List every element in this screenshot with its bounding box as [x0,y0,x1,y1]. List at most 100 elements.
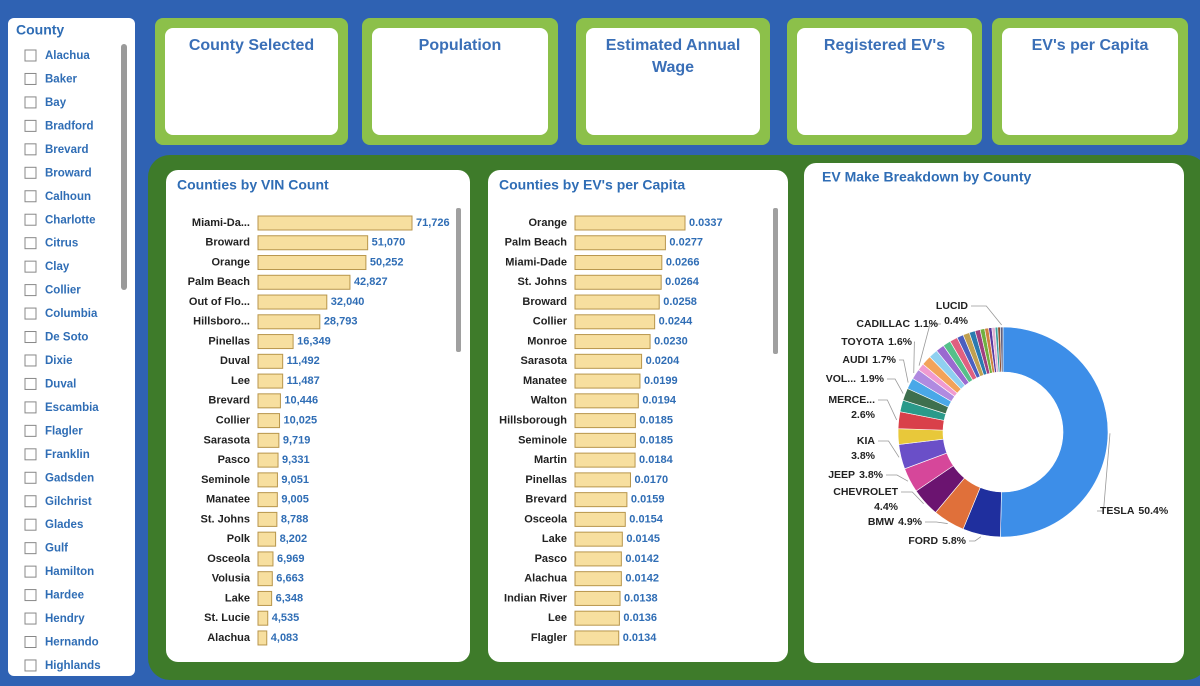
bar[interactable] [574,235,666,251]
slicer-item[interactable]: Highlands [45,660,101,672]
bar[interactable] [574,334,651,350]
slicer-item[interactable]: Calhoun [45,191,91,203]
slicer-item[interactable]: Brevard [45,144,88,156]
donut-slice[interactable] [1000,326,1109,538]
checkbox[interactable] [24,471,37,484]
bar[interactable] [257,590,273,606]
bar[interactable] [257,294,328,310]
bar[interactable] [257,413,281,429]
checkbox[interactable] [24,424,37,437]
slicer-item[interactable]: Columbia [45,308,98,320]
slicer-item[interactable]: Gadsden [45,472,94,484]
checkbox[interactable] [24,213,37,226]
bar[interactable] [257,215,413,231]
bar[interactable] [257,393,281,409]
slicer-item[interactable]: Hernando [45,637,99,649]
bar[interactable] [574,531,623,547]
slicer-item[interactable]: Duval [45,378,76,390]
bar[interactable] [574,215,686,231]
slicer-item[interactable]: Hamilton [45,566,94,578]
checkbox[interactable] [24,495,37,508]
checkbox[interactable] [24,96,37,109]
slicer-item[interactable]: Hardee [45,590,84,602]
slicer-item[interactable]: Bay [45,97,67,109]
slicer-item[interactable]: Clay [45,261,70,273]
bar[interactable] [257,353,284,369]
slicer-item[interactable]: Charlotte [45,214,95,226]
slicer-item[interactable]: Collier [45,285,81,297]
bar[interactable] [574,630,620,646]
bar[interactable] [257,255,367,271]
checkbox[interactable] [24,659,37,672]
bar[interactable] [574,294,660,310]
bar[interactable] [574,393,639,409]
checkbox[interactable] [24,636,37,648]
bar[interactable] [257,452,279,468]
checkbox[interactable] [24,284,37,297]
bar[interactable] [574,551,622,567]
bar[interactable] [257,630,268,646]
bar[interactable] [257,432,280,448]
checkbox[interactable] [24,542,37,555]
bar[interactable] [574,590,621,606]
checkbox[interactable] [24,49,37,62]
slicer-item[interactable]: Gulf [45,543,68,555]
slicer-item[interactable]: Baker [45,73,77,85]
checkbox[interactable] [24,143,37,156]
bar[interactable] [574,255,663,271]
checkbox[interactable] [24,190,37,203]
slicer-item[interactable]: Bradford [45,120,94,132]
checkbox[interactable] [24,307,37,320]
bar[interactable] [257,334,294,350]
slicer-item[interactable]: Dixie [45,355,73,367]
checkbox[interactable] [24,72,37,85]
slicer-item[interactable]: Broward [45,167,92,179]
bar[interactable] [257,274,351,290]
scrollbar[interactable] [773,208,778,354]
bar[interactable] [257,610,269,626]
bar[interactable] [257,235,369,251]
checkbox[interactable] [24,331,37,344]
checkbox[interactable] [24,260,37,273]
bar[interactable] [257,314,321,330]
bar[interactable] [574,413,636,429]
checkbox[interactable] [24,448,37,461]
slicer-item[interactable]: Escambia [45,402,99,414]
slicer-item[interactable]: Hendry [45,613,85,625]
bar[interactable] [257,551,274,567]
bar[interactable] [574,511,626,527]
checkbox[interactable] [24,401,37,414]
slicer-item[interactable]: Citrus [45,238,78,250]
bar[interactable] [574,571,622,587]
slicer-item[interactable]: Gilchrist [45,496,92,508]
bar[interactable] [574,492,628,508]
checkbox[interactable] [24,354,37,367]
checkbox[interactable] [24,589,37,602]
checkbox[interactable] [24,612,37,625]
checkbox[interactable] [24,377,37,390]
bar[interactable] [574,373,641,389]
slicer-item[interactable]: Franklin [45,449,90,461]
slicer-item[interactable]: De Soto [45,332,88,344]
bar[interactable] [257,511,278,527]
bar[interactable] [257,373,284,389]
bar[interactable] [257,531,277,547]
bar[interactable] [574,472,631,488]
slicer-scrollbar[interactable] [121,44,127,290]
checkbox[interactable] [24,565,37,578]
slicer-item[interactable]: Flagler [45,425,83,437]
scrollbar[interactable] [456,208,461,352]
bar[interactable] [574,432,636,448]
checkbox[interactable] [24,518,37,531]
donut-slice[interactable] [1000,326,1004,373]
checkbox[interactable] [24,237,37,250]
bar[interactable] [574,314,656,330]
slicer-item[interactable]: Glades [45,519,83,531]
bar[interactable] [574,353,643,369]
bar[interactable] [574,610,620,626]
bar[interactable] [574,452,636,468]
slicer-item[interactable]: Alachua [45,50,90,62]
checkbox[interactable] [24,166,37,179]
bar[interactable] [574,274,662,290]
bar[interactable] [257,472,278,488]
